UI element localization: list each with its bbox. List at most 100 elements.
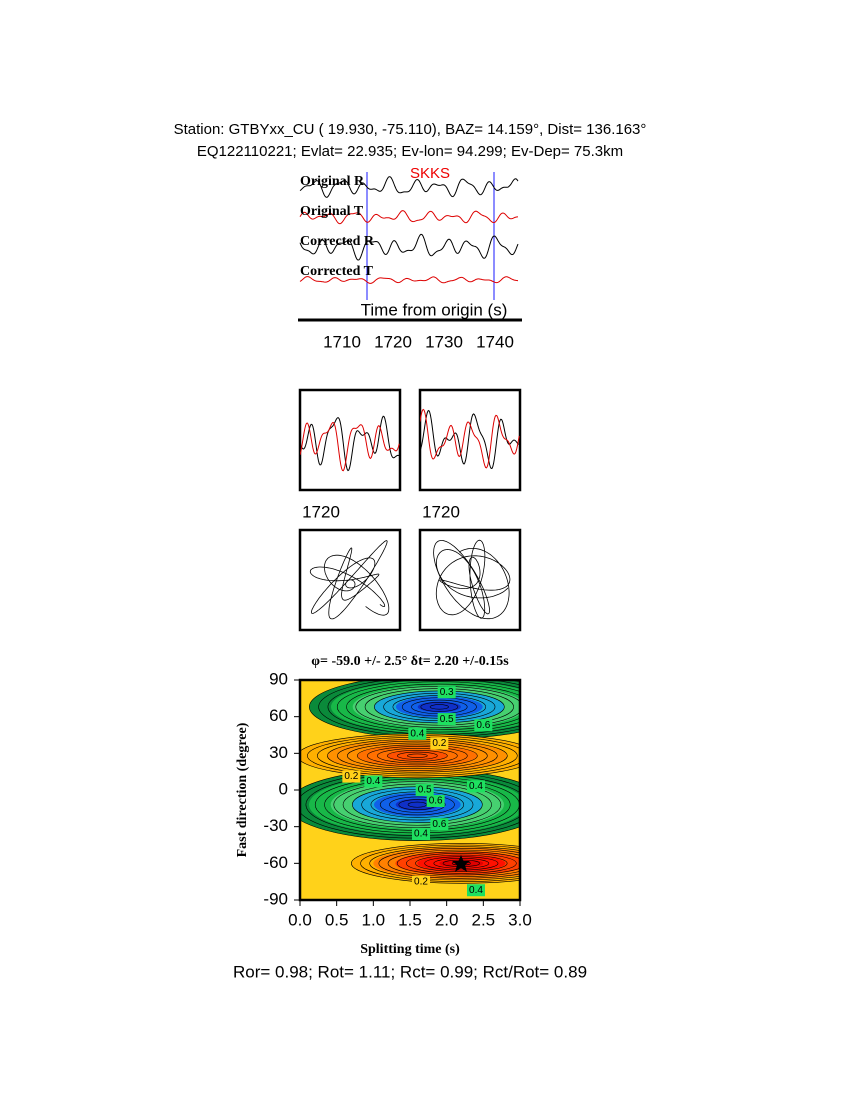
waveform-group [300,415,400,472]
contour-line [396,851,520,876]
contour-line [357,744,478,768]
contour-fill [387,750,448,762]
contour-label: 0.4 [469,781,483,792]
y-axis-label: Fast direction (degree) [235,722,250,857]
x-tick-label: 1.0 [362,910,386,929]
contour-line [415,854,508,872]
contour-label-box [430,737,449,750]
contour-label: 0.6 [429,796,443,807]
y-tick-label: 0 [279,779,288,798]
contour-line [333,781,502,829]
contour-line [377,748,458,764]
contour-line [367,746,468,766]
x-tick-label: 1.5 [398,910,422,929]
y-tick-label: -90 [263,889,288,908]
contour-label: 0.4 [469,885,483,896]
waveform [300,415,400,472]
contour-line [407,801,427,808]
y-tick-label: 90 [269,669,288,688]
traces-panel [299,172,519,300]
contour-label-box [467,884,485,897]
trace-label: Original R [300,174,365,189]
contour-label: 0.2 [414,876,428,887]
contour-line [337,740,498,771]
contour-label: 0.3 [440,687,454,698]
contour-label-box [426,795,445,807]
waveform [299,233,519,261]
contour-label: 0.5 [440,714,454,725]
particle-box [418,528,522,632]
contour-label: 0.4 [410,728,424,739]
y-tick-label: 60 [269,706,288,725]
waveform [299,276,519,284]
contour-label: 0.2 [344,771,358,782]
contour-label: 0.5 [418,785,432,796]
particle-group [309,540,390,620]
contour-label-box [430,818,449,831]
contour-line [351,843,520,884]
time-axis-label: Time from origin (s) [361,300,508,319]
station-line: Station: GTBYxx_CU ( 19.930, -75.110), B… [174,121,647,138]
trace-label: Corrected T [300,264,374,279]
waveform [420,408,520,469]
contour-line [420,702,459,712]
contour-line [378,848,520,879]
contour-label-box [437,713,456,726]
contour-label: 0.6 [432,819,446,830]
trace-label: Original T [300,204,364,219]
x-tick-label: 1720 [422,502,460,521]
footer: Ror= 0.98; Rot= 1.11; Rct= 0.99; Rct/Rot… [233,962,587,981]
contour-line [387,749,448,762]
contour-label-box [412,828,430,840]
contour-label-box [412,875,430,888]
trace-label: Corrected R [300,234,375,249]
contour-line [360,844,520,882]
waveform [300,421,400,472]
waveform [299,176,519,198]
particle-box [298,528,402,632]
x-tick-label: 1720 [374,332,412,351]
result-title: φ= -59.0 +/- 2.5° δt= 2.20 +/-0.15s [311,654,509,669]
contour-fill [417,701,462,713]
x-axis-label: Splitting time (s) [360,942,460,957]
contour-line [347,742,488,769]
waveform [299,210,518,225]
contour-line [407,753,428,758]
contour-label: 0.4 [366,776,380,787]
x-tick-label: 1710 [323,332,361,351]
contour-label-box [342,770,361,783]
particle-group [433,539,511,620]
contour-label-box [474,719,493,732]
contour-line [369,846,520,881]
particle-motion [309,540,390,620]
contour-line [387,849,520,877]
contour-line [336,681,520,733]
y-tick-label: -60 [263,853,288,872]
x-tick-label: 0.0 [288,910,312,929]
waveform-group [420,408,520,470]
contour-line [389,796,446,813]
y-tick-label: -30 [263,816,288,835]
contour-label: 0.6 [476,720,490,731]
x-tick-label: 1720 [302,502,340,521]
x-tick-label: 1730 [425,332,463,351]
particle-panels [298,388,522,632]
x-tick-label: 0.5 [325,910,349,929]
contour-line [397,751,438,760]
grid-search-map: 0.30.50.60.40.20.2 0.40.50.60.40.60.40.20… [300,680,520,900]
waveform-box [418,388,522,492]
y-tick-label: 30 [269,743,288,762]
x-tick-label: 3.0 [508,910,532,929]
contour-line [429,704,449,710]
event-line: EQ122110221; Evlat= 22.935; Ev-lon= 94.2… [197,143,623,160]
contour-label-box [364,775,383,788]
contour-label-box [437,686,456,699]
particle-motion [433,539,511,620]
contour-line [406,853,517,874]
x-tick-label: 2.0 [435,910,459,929]
x-tick-label: 1740 [476,332,514,351]
waveform [420,409,520,470]
contour-label-box [467,780,485,793]
phase-label: SKKS [410,165,450,182]
